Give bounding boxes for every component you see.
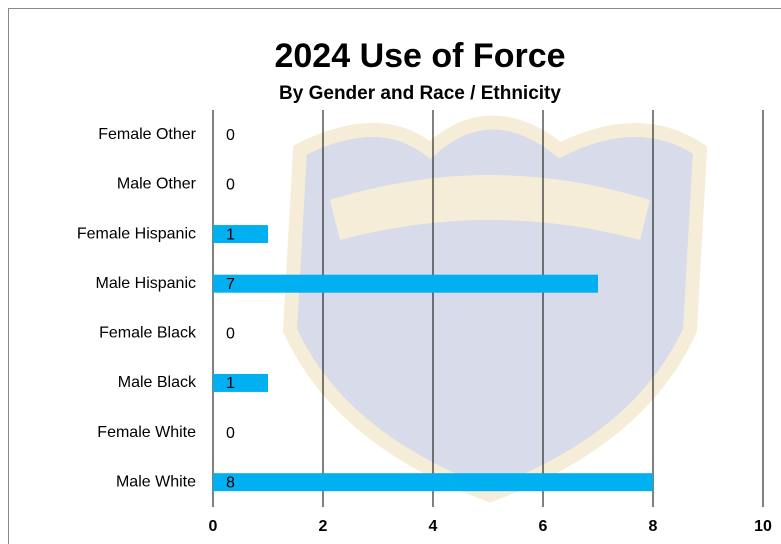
x-tick-label: 10 — [754, 518, 772, 535]
data-label: 0 — [226, 425, 235, 442]
y-tick-label: Male Other — [117, 176, 197, 193]
data-label: 8 — [226, 474, 235, 491]
data-label: 0 — [226, 177, 235, 194]
y-tick-label: Male Black — [118, 374, 197, 391]
data-label: 0 — [226, 326, 235, 343]
data-label: 1 — [226, 375, 235, 392]
bar — [213, 373, 268, 392]
chart-title: 2024 Use of Force — [274, 37, 565, 75]
data-label: 7 — [226, 276, 235, 293]
y-tick-label: Female Other — [98, 126, 196, 143]
x-tick-label: 2 — [319, 518, 328, 535]
data-label: 1 — [226, 226, 235, 243]
y-tick-label: Female Black — [99, 325, 197, 342]
x-tick-label: 4 — [429, 518, 438, 535]
y-tick-label: Female Hispanic — [77, 225, 196, 242]
bar — [213, 225, 268, 244]
x-tick-label: 8 — [649, 518, 658, 535]
chart-subtitle: By Gender and Race / Ethnicity — [279, 83, 561, 104]
x-tick-label: 6 — [539, 518, 548, 535]
y-tick-label: Female White — [97, 424, 196, 441]
badge-watermark — [282, 115, 708, 503]
y-tick-label: Male White — [116, 473, 196, 490]
bar — [213, 274, 598, 293]
data-label: 0 — [226, 127, 235, 144]
bar — [213, 473, 653, 492]
y-tick-label: Male Hispanic — [96, 275, 196, 292]
x-tick-label: 0 — [209, 518, 218, 535]
